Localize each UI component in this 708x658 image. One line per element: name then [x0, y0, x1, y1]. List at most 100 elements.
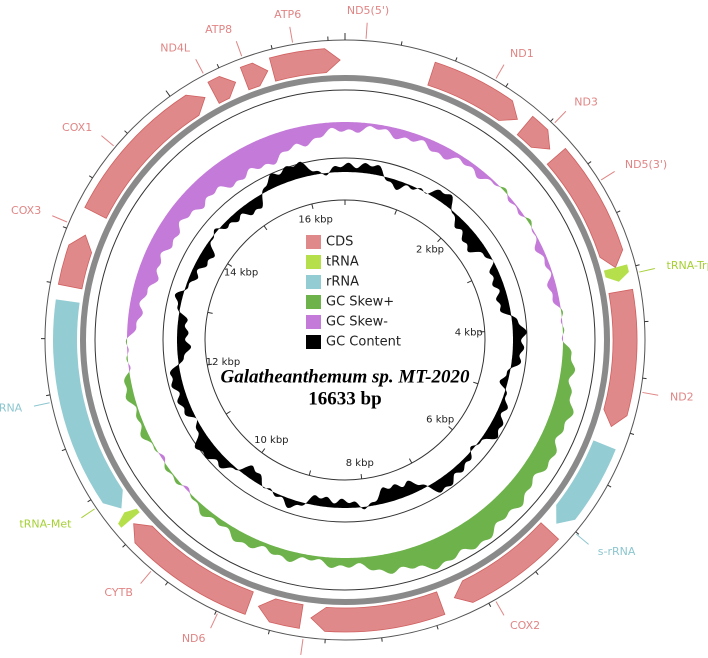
leader-line: [195, 58, 204, 74]
gene-label: ND4L: [160, 42, 191, 55]
gene-arrow: [52, 299, 123, 509]
genome-length: 16633 bp: [308, 388, 381, 409]
scale-label: 14 kbp: [224, 267, 258, 278]
gene-arrow: [427, 61, 518, 121]
backbone-ring: [80, 75, 610, 605]
scale-tick: [46, 394, 51, 397]
leader-line: [235, 41, 243, 57]
leader-line: [289, 26, 294, 43]
track-circle: [162, 157, 528, 523]
leader-line: [300, 638, 304, 655]
scale-tick: [87, 499, 92, 503]
track-circle: [94, 89, 596, 591]
legend-label: rRNA: [326, 275, 359, 290]
scale-tick: [455, 57, 458, 62]
gene-label: CYTB: [104, 586, 132, 599]
gene-label: ND5(3'): [625, 158, 667, 171]
legend-label: tRNA: [326, 255, 359, 270]
scale-tick: [61, 448, 66, 452]
scale-tick: [46, 281, 51, 283]
leader-line: [642, 391, 659, 396]
inner-tick: [227, 263, 233, 267]
inner-tick: [437, 237, 442, 243]
leader-line: [33, 402, 50, 407]
gene-label: tRNA-Trp: [667, 259, 708, 272]
inner-tick: [448, 426, 453, 431]
legend-swatch: [306, 235, 321, 249]
inner-tick: [207, 311, 213, 314]
gene-arrow: [84, 94, 206, 219]
scale-tick: [642, 377, 647, 380]
gene-label: ND5(5'): [347, 4, 389, 17]
scale-tick: [216, 63, 220, 69]
scale-tick: [635, 264, 640, 267]
leader-line: [52, 215, 68, 223]
inner-tick: [225, 410, 231, 415]
inner-tick: [408, 458, 413, 464]
diagram: ND5(5') ND1 ND3 ND5(3') tRNA-Trp ND2 s-rRNA COX…: [0, 4, 708, 655]
inner-tick: [207, 363, 213, 366]
gene-arrow: [118, 508, 140, 528]
legend-label: GC Skew-: [326, 315, 388, 330]
scale-tick: [550, 118, 554, 122]
scale-tick: [629, 432, 635, 435]
gene-label: ND6: [182, 632, 206, 645]
gene-label: s-rRNA: [598, 545, 636, 558]
scale-tick: [400, 41, 403, 46]
inner-tick: [261, 448, 266, 453]
leader-line: [600, 171, 615, 181]
scale-label: 10 kbp: [254, 435, 288, 446]
leader-line: [365, 22, 368, 39]
gene-arrow: [133, 523, 254, 615]
scale-label: 8 kbp: [346, 458, 374, 469]
scale-tick: [535, 571, 539, 576]
gene-arrow: [556, 440, 616, 524]
inner-tick: [263, 225, 268, 231]
leader-line: [554, 110, 567, 124]
gene-label: ND2: [670, 390, 694, 403]
leader-line: [576, 533, 589, 545]
leader-line: [81, 508, 95, 519]
legend-swatch: [306, 275, 321, 289]
gene-label: ND1: [510, 47, 534, 60]
gene-label: COX1: [62, 121, 92, 134]
scale-tick: [214, 610, 217, 615]
legend-label: CDS: [326, 235, 353, 250]
gene-label: ATP6: [274, 8, 301, 21]
scale-tick: [164, 581, 169, 586]
gene-label: COX2: [510, 619, 540, 632]
scale-tick: [436, 625, 439, 630]
inner-tick: [311, 203, 314, 209]
gene-arrow: [516, 115, 551, 150]
inner-tick: [467, 280, 473, 284]
scale-tick: [616, 210, 621, 214]
scale-tick: [505, 83, 509, 88]
gene-label: ATP8: [205, 23, 232, 36]
scale-tick: [607, 484, 612, 488]
inner-tick: [394, 209, 398, 215]
legend-swatch: [306, 255, 321, 269]
gene-label: tRNA-Met: [19, 518, 72, 531]
legend-swatch: [306, 295, 321, 309]
gene-arrow: [207, 76, 237, 104]
gene-arrow: [603, 288, 638, 428]
scale-tick: [124, 130, 128, 134]
gene-label: l-rRNA: [0, 402, 23, 415]
inner-tick: [360, 473, 363, 480]
title: Galatheanthemum sp. MT-2020: [221, 366, 470, 387]
legend-swatch: [306, 335, 321, 349]
scale-label: 4 kbp: [455, 328, 483, 339]
legend-swatch: [306, 315, 321, 329]
scale-label: 16 kbp: [298, 215, 332, 226]
leader-line: [101, 135, 114, 147]
gene-label: ND3: [574, 96, 598, 109]
scale-tick: [575, 531, 580, 535]
gene-label: COX3: [11, 204, 41, 217]
scale-tick: [488, 603, 492, 608]
leader-line: [140, 571, 152, 584]
scale-tick: [88, 175, 93, 179]
leader-line: [639, 267, 655, 273]
scale-tick: [267, 630, 270, 635]
gene-arrow: [453, 522, 560, 603]
